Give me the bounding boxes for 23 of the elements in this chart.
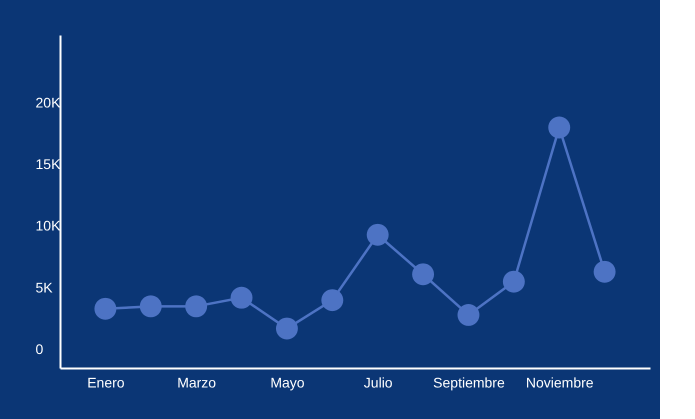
point	[230, 286, 252, 309]
x-tick-label: Septiembre	[433, 374, 505, 390]
point	[185, 295, 208, 318]
y-tick-label: 15K	[36, 156, 62, 172]
point	[412, 263, 434, 286]
x-tick-label: Julio	[364, 374, 393, 390]
point	[548, 116, 570, 138]
point	[276, 318, 298, 340]
point	[321, 289, 344, 312]
y-tick-label: 10K	[36, 218, 62, 234]
x-tick-label: Noviembre	[526, 374, 594, 390]
point	[94, 298, 116, 320]
point	[594, 260, 616, 283]
x-tick-label: Enero	[87, 374, 125, 390]
point	[140, 295, 162, 318]
point	[366, 224, 389, 246]
y-tick-label: 20K	[36, 94, 62, 110]
y-tick-label: 5K	[36, 279, 54, 296]
y-tick-label: 0	[36, 341, 44, 357]
point	[458, 304, 480, 326]
x-tick-label: Marzo	[177, 374, 216, 390]
x-tick-label: Mayo	[270, 374, 305, 390]
point	[502, 270, 525, 293]
